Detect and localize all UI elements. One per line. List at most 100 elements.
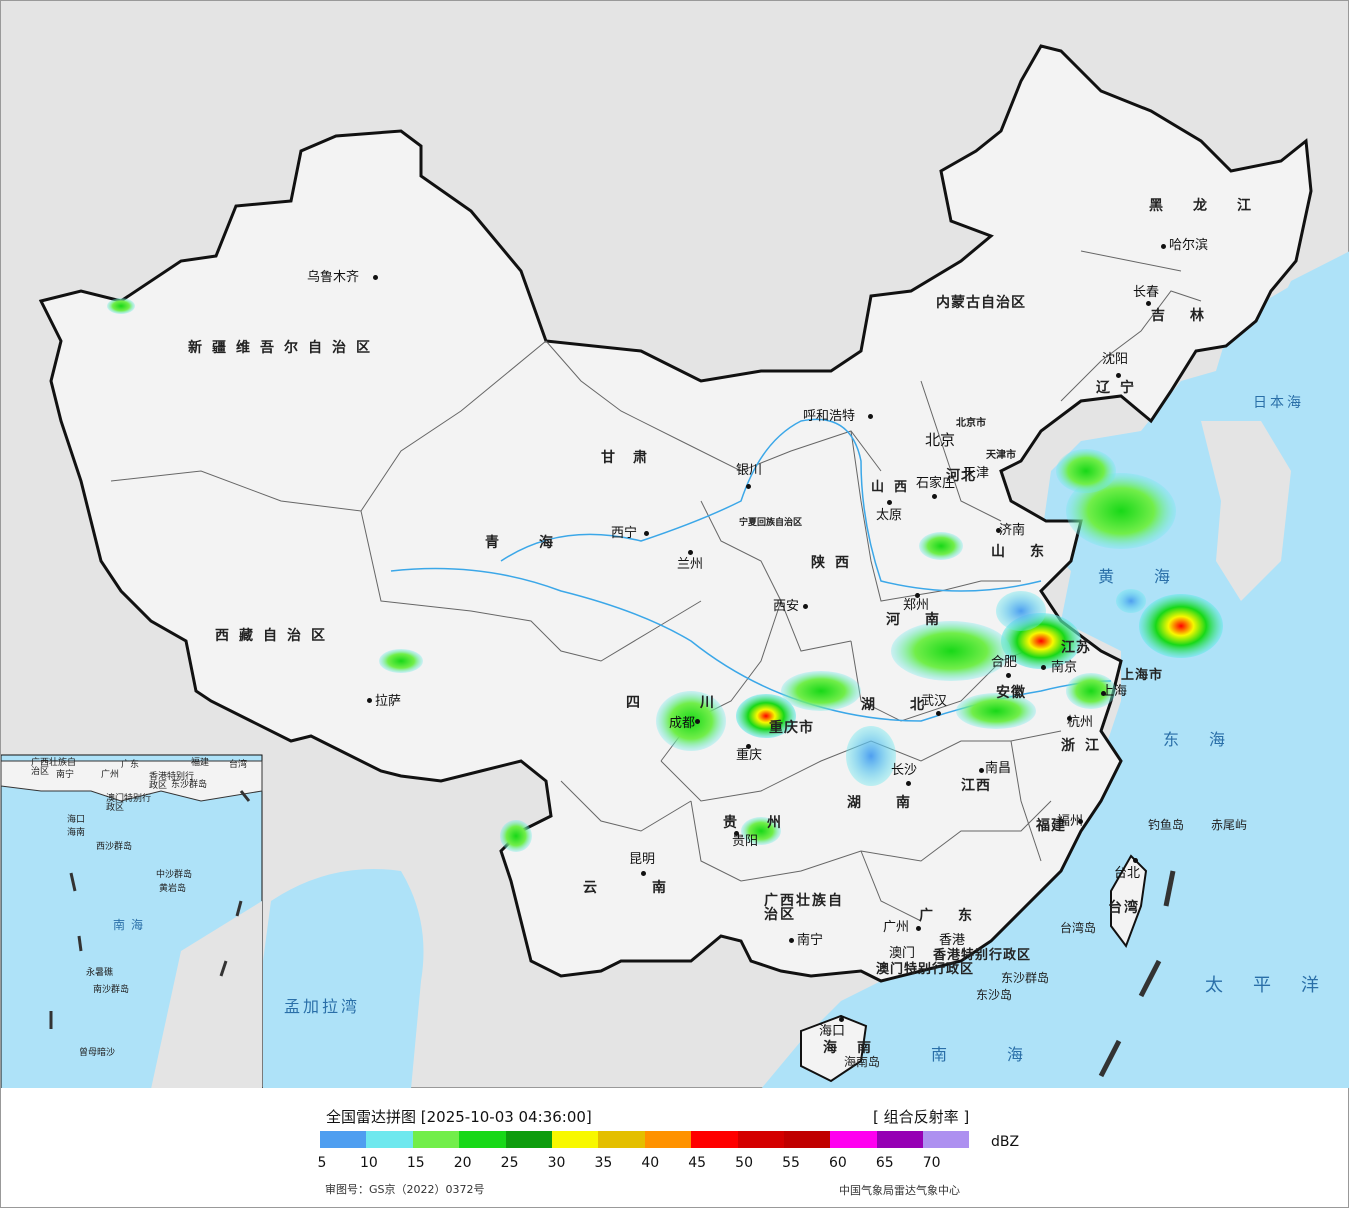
- city-marker: [1116, 373, 1121, 378]
- color-swatch: [598, 1131, 645, 1148]
- city-lhasa: 拉萨: [375, 694, 402, 709]
- city-marker: [688, 550, 693, 555]
- scale-tick-label: 5: [317, 1155, 327, 1171]
- inset-nansha: 南沙群岛: [93, 985, 130, 995]
- province-hainan: 海南: [823, 1040, 891, 1056]
- province-chongqing: 重庆市: [769, 720, 814, 736]
- color-swatch: [876, 1131, 924, 1148]
- unit-label: dBZ: [991, 1134, 1020, 1150]
- city-marker: [789, 938, 794, 943]
- city-yinchuan: 银川: [736, 463, 763, 478]
- sea-yellow: 黄海: [1098, 567, 1211, 586]
- color-swatch: [320, 1131, 367, 1148]
- scale-tick-label: 40: [641, 1155, 660, 1171]
- city-marker: [839, 1017, 844, 1022]
- city-shenyang: 沈阳: [1102, 352, 1129, 367]
- city-marker: [1133, 858, 1138, 863]
- inset-south-sea: 南海: [113, 918, 150, 932]
- scale-tick-label: 25: [500, 1155, 519, 1171]
- city-nanchang: 南昌: [985, 761, 1012, 776]
- city-marker: [915, 593, 920, 598]
- city-marker: [1067, 716, 1072, 721]
- province-ningxia: 宁夏回族自治区: [739, 518, 803, 528]
- city-marker: [887, 500, 892, 505]
- color-swatch: [366, 1131, 413, 1148]
- inset-haikou: 海口: [67, 815, 86, 825]
- city-harbin: 哈尔滨: [1169, 238, 1209, 253]
- ocean-japan: [1201, 251, 1349, 461]
- color-swatch: [830, 1131, 877, 1148]
- province-sichuan: 四川: [626, 695, 774, 711]
- city-lanzhou: 兰州: [677, 557, 704, 572]
- island-chiwei: 赤尾屿: [1211, 818, 1248, 832]
- city-marker: [868, 414, 873, 419]
- city-marker: [1041, 665, 1046, 670]
- ocean-east: [761, 251, 1349, 1089]
- city-chongqing: 重庆: [736, 748, 763, 763]
- city-taipei: 台北: [1114, 866, 1141, 881]
- province-jilin: 吉林: [1151, 308, 1229, 324]
- province-anhui: 安徽: [996, 685, 1026, 701]
- city-macau: 澳门: [889, 946, 916, 961]
- province-hongkong: 香港特别行政区: [933, 948, 1032, 963]
- province-taiwan: 台湾: [1108, 900, 1140, 916]
- island-taiwan: 台湾岛: [1060, 921, 1097, 935]
- city-taiyuan: 太原: [876, 508, 903, 523]
- inset-macau: 澳门特别行政区: [106, 794, 152, 813]
- province-shanxi: 山西: [871, 480, 918, 495]
- province-hubei: 湖北: [861, 697, 959, 713]
- color-swatch: [691, 1131, 738, 1148]
- inset-huangyan: 黄岩岛: [159, 884, 187, 894]
- inset-hongkong: 香港特别行政区: [149, 772, 195, 791]
- city-hangzhou: 杭州: [1067, 715, 1094, 730]
- province-hunan: 湖南: [847, 795, 945, 811]
- sea-south: 南海: [931, 1045, 1084, 1064]
- province-neimenggu: 内蒙古自治区: [936, 295, 1026, 311]
- sea-east: 东海: [1163, 730, 1256, 749]
- city-wuhan: 武汉: [921, 694, 948, 709]
- scale-tick-label: 35: [594, 1155, 613, 1171]
- province-macau: 澳门特别行政区: [876, 962, 975, 977]
- inset-zhongsha: 中沙群岛: [156, 870, 193, 880]
- city-urumqi: 乌鲁木齐: [307, 270, 360, 285]
- scale-tick-label: 15: [406, 1155, 425, 1171]
- province-xizang: 西藏自治区: [215, 628, 335, 644]
- city-marker: [367, 698, 372, 703]
- taiwan: [1110, 854, 1148, 949]
- city-marker: [1161, 244, 1166, 249]
- inset-dash-lines: [49, 790, 251, 1029]
- inset-taiwan: 台湾: [229, 760, 248, 770]
- province-jiangsu: 江苏: [1061, 640, 1091, 656]
- map-approval-number: 审图号：GS京（2022）0372号: [325, 1183, 485, 1196]
- inset-land-east: [151, 901, 262, 1089]
- color-swatch: [412, 1131, 460, 1148]
- sea-bengal: 孟加拉湾: [284, 997, 361, 1016]
- province-xinjiang: 新疆维吾尔自治区: [188, 340, 380, 356]
- city-xining: 西宁: [611, 526, 638, 541]
- city-marker: [1078, 819, 1083, 824]
- color-swatch: [783, 1131, 831, 1148]
- city-marker: [916, 926, 921, 931]
- agency-label: 中国气象局雷达气象中心: [839, 1184, 960, 1197]
- city-fuzhou: 福州: [1057, 814, 1084, 829]
- inset-dongsha: 东沙群岛: [171, 780, 208, 790]
- city-marker: [906, 781, 911, 786]
- province-beijing: 北京市: [956, 418, 986, 429]
- city-marker: [996, 528, 1001, 533]
- city-changsha: 长沙: [891, 763, 918, 778]
- province-yunnan: 云南: [583, 880, 721, 896]
- inset-land: [1, 760, 263, 802]
- scale-tick-label: 30: [547, 1155, 566, 1171]
- island-dongsha: 东沙岛: [976, 988, 1013, 1002]
- scale-tick-label: 45: [688, 1155, 707, 1171]
- radar-echoes: [107, 298, 1223, 852]
- city-marker: [1006, 673, 1011, 678]
- scale-tick-label: 50: [735, 1155, 754, 1171]
- province-guizhou: 贵州: [723, 815, 811, 831]
- city-guiyang: 贵阳: [732, 834, 759, 849]
- province-heilongjiang: 黑龙江: [1149, 198, 1281, 214]
- map-canvas: [1, 44, 1349, 1089]
- city-tianjin: 天津: [963, 466, 990, 481]
- color-swatch: [737, 1131, 784, 1148]
- city-nanjing: 南京: [1051, 660, 1078, 675]
